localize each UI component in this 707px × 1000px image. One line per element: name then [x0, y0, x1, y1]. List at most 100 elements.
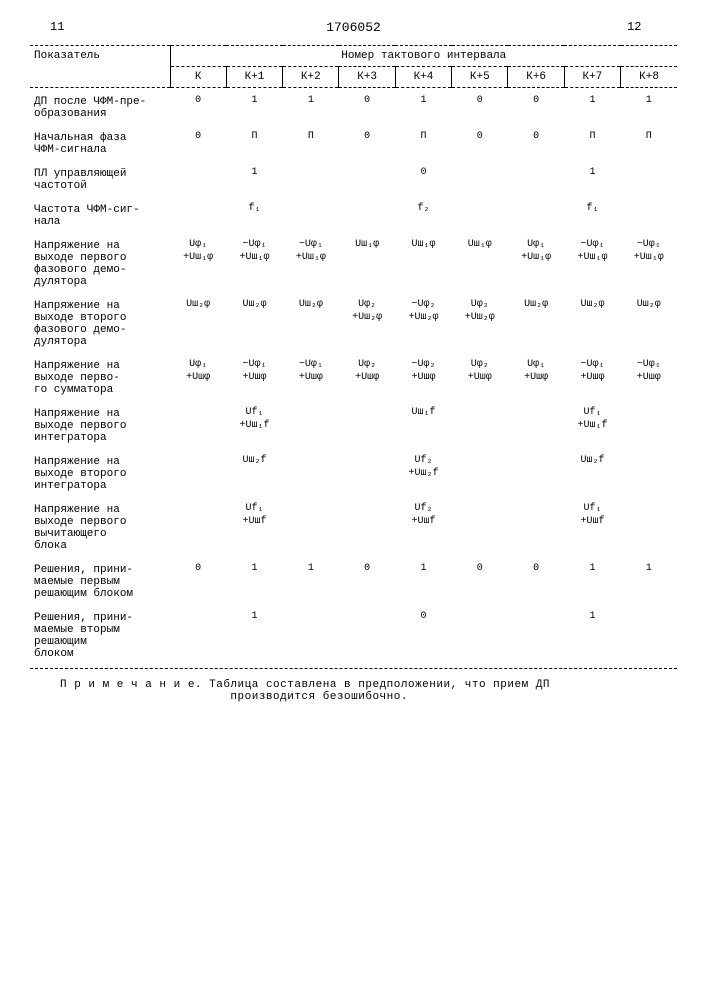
table-cell: 1	[508, 604, 677, 664]
table-cell: Uf₂+Uш₂f	[339, 448, 508, 496]
row-label: Напряжение навыходе второгоинтегратора	[30, 448, 170, 496]
column-header: К+1	[226, 67, 282, 88]
table-cell: 1	[283, 556, 339, 604]
table-cell: Uш₁f	[339, 400, 508, 448]
table-cell: 1	[395, 556, 451, 604]
table-cell: Uш₁φ	[452, 232, 508, 292]
table-cell: Uш₂φ	[170, 292, 226, 352]
table-cell: −Uφ₁+Uшφ	[564, 352, 620, 400]
table-note: П р и м е ч а н и е. Таблица составлена …	[30, 679, 677, 703]
table-cell: Uш₂f	[170, 448, 339, 496]
column-header: К	[170, 67, 226, 88]
page-number-right: 12	[627, 20, 657, 35]
note-label: П р и м е ч а н и е.	[60, 679, 202, 691]
table-cell: Uφ₂+Uш₂φ	[339, 292, 395, 352]
table-cell: П	[283, 124, 339, 160]
row-label: Напряжение навыходе перво-го сумматора	[30, 352, 170, 400]
column-header: К+8	[621, 67, 677, 88]
table-cell: −Uφ₁+Uш₁φ	[564, 232, 620, 292]
table-cell: П	[226, 124, 282, 160]
table-cell: Uφ₂+Uшφ	[452, 352, 508, 400]
table-cell: 0	[452, 88, 508, 125]
table-cell: 0	[452, 556, 508, 604]
table-cell: 0	[339, 88, 395, 125]
table-cell: Uφ₁+Uшφ	[508, 352, 564, 400]
table-cell: 1	[226, 556, 282, 604]
table-cell: 0	[508, 556, 564, 604]
table-cell: f₂	[339, 196, 508, 232]
page-header: 11 1706052 12	[30, 20, 677, 35]
row-label: Начальная фазаЧФМ-сигнала	[30, 124, 170, 160]
row-label: Напряжение навыходе второгофазового демо…	[30, 292, 170, 352]
table-cell: 1	[226, 88, 282, 125]
table-cell: 1	[395, 88, 451, 125]
column-header: К+7	[564, 67, 620, 88]
table-cell: Uш₂φ	[283, 292, 339, 352]
column-header: К+4	[395, 67, 451, 88]
row-label: ПЛ управляющейчастотой	[30, 160, 170, 196]
indicator-header: Показатель	[30, 46, 170, 88]
table-cell: Uш₂φ	[508, 292, 564, 352]
table-cell: Uш₁φ	[339, 232, 395, 292]
table-cell: Uf₁+Uшf	[170, 496, 339, 556]
table-cell: Uφ₂+Uш₂φ	[452, 292, 508, 352]
table-cell: П	[564, 124, 620, 160]
table-cell: −Uφ₁+Uшφ	[283, 352, 339, 400]
column-header: К+3	[339, 67, 395, 88]
table-cell: 0	[508, 88, 564, 125]
table-cell: Uf₁+Uш₁f	[170, 400, 339, 448]
table-cell: −Uφ₁+Uшφ	[226, 352, 282, 400]
row-label: Решения, прини-маемые вторымрешающимблок…	[30, 604, 170, 664]
table-cell: −Uφ₂+Uшφ	[395, 352, 451, 400]
table-cell: 0	[339, 604, 508, 664]
table-cell: −Uφ₁+Uш₁φ	[621, 232, 677, 292]
row-label: ДП после ЧФМ-пре-образования	[30, 88, 170, 125]
row-label: Напряжение навыходе первогофазового демо…	[30, 232, 170, 292]
table-cell: 1	[621, 556, 677, 604]
table-cell: П	[395, 124, 451, 160]
table-cell: 1	[283, 88, 339, 125]
table-cell: 1	[564, 88, 620, 125]
document-number: 1706052	[80, 20, 627, 35]
table-cell: 1	[564, 556, 620, 604]
table-cell: Uf₁+Uшf	[508, 496, 677, 556]
row-label: Решения, прини-маемые первымрешающим бло…	[30, 556, 170, 604]
row-label: Напряжение навыходе первогоинтегратора	[30, 400, 170, 448]
table-cell: f₁	[508, 196, 677, 232]
row-label: Частота ЧФМ-сиг-нала	[30, 196, 170, 232]
table-cell: 0	[339, 160, 508, 196]
table-cell: П	[621, 124, 677, 160]
table-cell: Uφ₁+Uш₁φ	[170, 232, 226, 292]
column-header: К+6	[508, 67, 564, 88]
table-cell: Uf₁+Uш₁f	[508, 400, 677, 448]
table-cell: 0	[170, 556, 226, 604]
table-cell: −Uφ₂+Uш₂φ	[395, 292, 451, 352]
table-cell: Uш₂φ	[564, 292, 620, 352]
column-header: К+2	[283, 67, 339, 88]
data-table: Показатель Номер тактового интервала КК+…	[30, 45, 677, 664]
table-cell: 0	[508, 124, 564, 160]
table-cell: Uш₁φ	[395, 232, 451, 292]
table-cell: Uf₂+Uшf	[339, 496, 508, 556]
table-cell: 0	[339, 124, 395, 160]
table-cell: 0	[170, 88, 226, 125]
page-number-left: 11	[50, 20, 80, 35]
interval-header: Номер тактового интервала	[170, 46, 677, 67]
table-cell: −Uφ₁+Uш₁φ	[283, 232, 339, 292]
table-cell: −Uφ₁+Uшφ	[621, 352, 677, 400]
row-label: Напряжение навыходе первоговычитающегобл…	[30, 496, 170, 556]
table-cell: Uш₂φ	[621, 292, 677, 352]
table-cell: 0	[339, 556, 395, 604]
table-cell: −Uφ₁+Uш₁φ	[226, 232, 282, 292]
table-cell: 1	[170, 604, 339, 664]
table-cell: Uш₂φ	[226, 292, 282, 352]
table-cell: f₁	[170, 196, 339, 232]
table-cell: Uφ₂+Uшφ	[339, 352, 395, 400]
table-cell: 0	[452, 124, 508, 160]
table-cell: Uφ₁+Uш₁φ	[508, 232, 564, 292]
table-cell: Uφ₁+Uшφ	[170, 352, 226, 400]
table-cell: Uш₂f	[508, 448, 677, 496]
table-cell: 0	[170, 124, 226, 160]
table-cell: 1	[170, 160, 339, 196]
table-cell: 1	[508, 160, 677, 196]
